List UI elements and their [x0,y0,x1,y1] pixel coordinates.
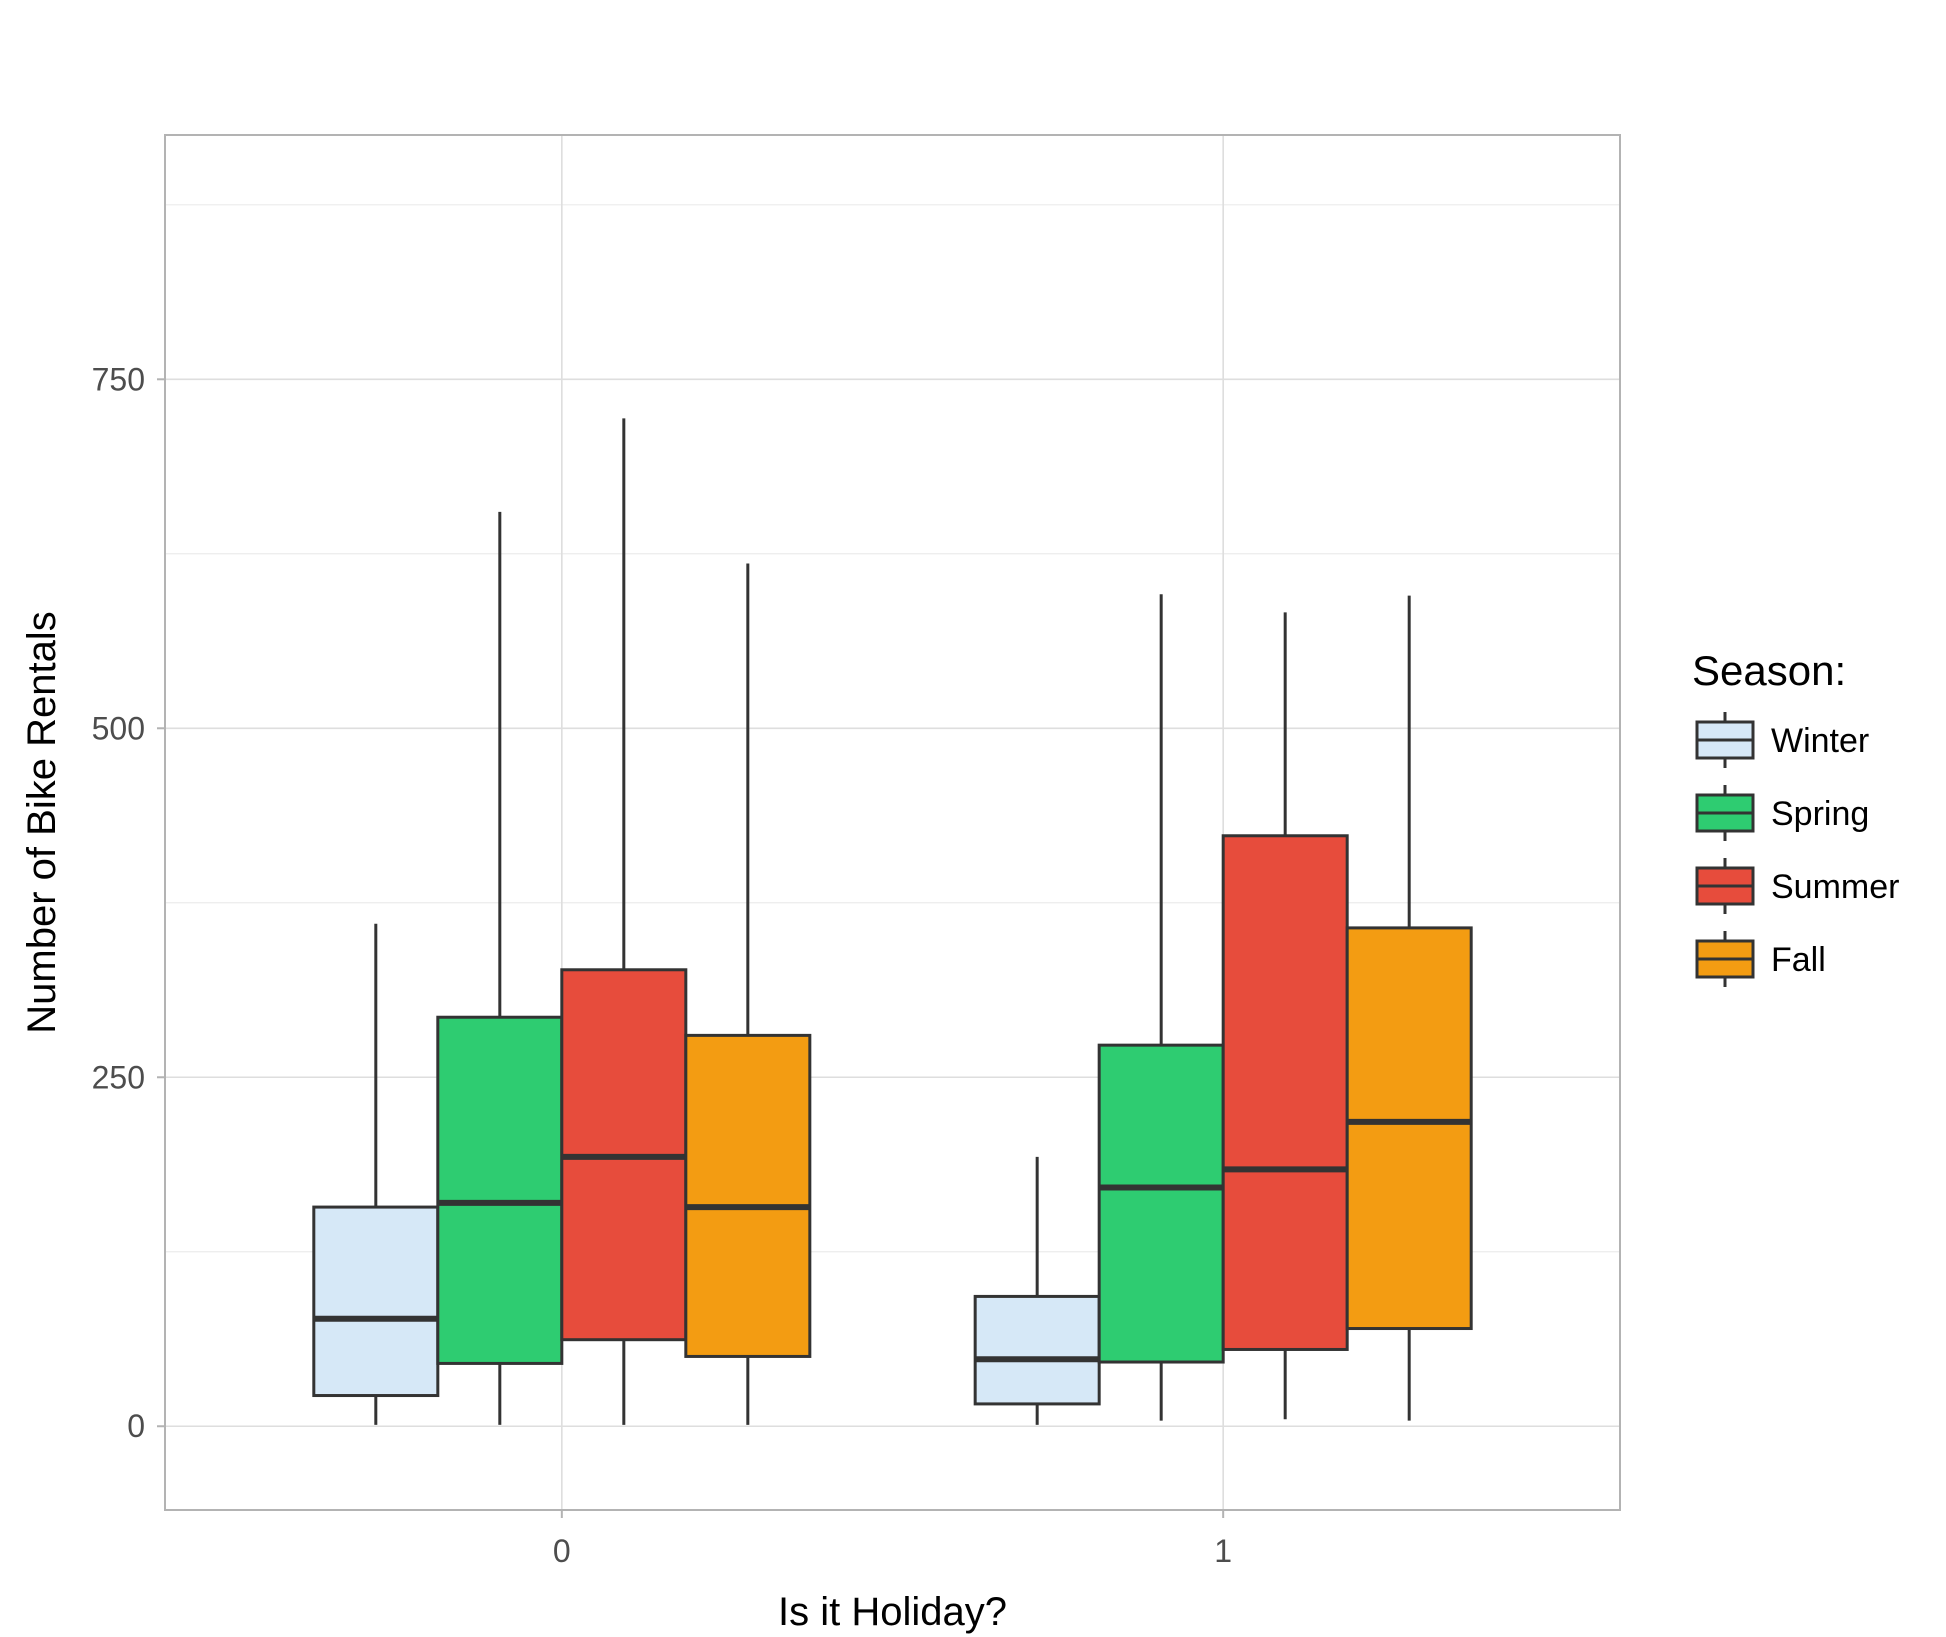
x-tick-label: 0 [553,1533,571,1569]
box-spring-0 [436,1015,564,1365]
legend: Season: Winter Spring Summer Fall [1692,647,1899,987]
legend-label-spring: Spring [1771,795,1869,833]
y-tick-label: 0 [127,1408,145,1444]
y-tick-label: 750 [92,361,145,397]
box-fall-0 [684,1033,812,1358]
legend-label-summer: Summer [1771,868,1899,906]
box-winter-1 [973,1294,1101,1406]
legend-label-winter: Winter [1771,722,1869,760]
box-summer-1 [1221,834,1349,1351]
boxes [312,418,1473,1425]
legend-title: Season: [1692,647,1846,694]
x-axis-title: Is it Holiday? [778,1590,1007,1634]
box-fall-1 [1345,926,1473,1331]
x-tick-label: 1 [1214,1533,1232,1569]
box-winter-0 [312,1205,440,1398]
y-tick-label: 500 [92,710,145,746]
legend-label-fall: Fall [1771,941,1826,979]
plot-panel-border [164,134,1621,1511]
y-axis-title: Number of Bike Rentals [20,611,64,1033]
box-spring-1 [1097,1043,1225,1364]
y-tick-label: 250 [92,1059,145,1095]
axes: 0 250 500 750 0 1 [92,361,1232,1569]
